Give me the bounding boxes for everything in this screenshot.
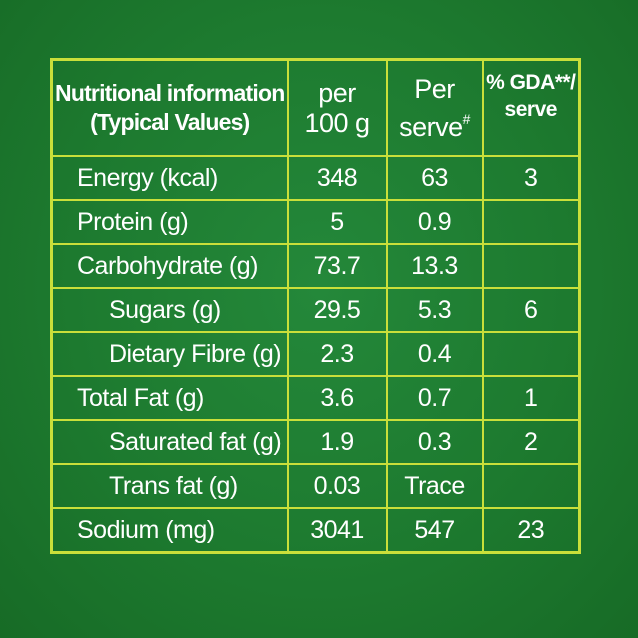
per-serve-value: 0.9	[385, 199, 484, 245]
table-row: Protein (g) 5 0.9	[50, 199, 581, 245]
table-row: Saturated fat (g) 1.9 0.3 2	[50, 419, 581, 465]
per-100g-header-line2: 100 g	[304, 108, 370, 138]
table-row: Energy (kcal) 348 63 3	[50, 155, 581, 201]
per-serve-value: 0.3	[385, 419, 484, 465]
per-serve-value: 547	[385, 507, 484, 554]
per-serve-value: Trace	[385, 463, 484, 509]
nutrient-label: Energy (kcal)	[50, 155, 289, 201]
per-100g-header-line1: per	[318, 78, 356, 108]
footnote-mark: #	[462, 111, 471, 127]
nutrient-label: Sodium (mg)	[50, 507, 289, 554]
per-100g-value: 2.3	[286, 331, 388, 377]
gda-value: 6	[481, 287, 581, 333]
per-serve-column-header: Per serve#	[385, 58, 484, 157]
per-serve-value: 0.7	[385, 375, 484, 421]
nutrient-label: Protein (g)	[50, 199, 289, 245]
per-100g-value: 0.03	[286, 463, 388, 509]
gda-value: 3	[481, 155, 581, 201]
nutrient-label: Saturated fat (g)	[50, 419, 289, 465]
gda-value	[481, 463, 581, 509]
nutrient-header-line1: Nutritional information	[55, 80, 285, 106]
nutrition-table: Nutritional information (Typical Values)…	[50, 58, 581, 554]
nutrient-label: Sugars (g)	[50, 287, 289, 333]
per-100g-value: 3.6	[286, 375, 388, 421]
per-serve-value: 63	[385, 155, 484, 201]
per-100g-value: 73.7	[286, 243, 388, 289]
gda-value: 23	[481, 507, 581, 554]
per-100g-value: 29.5	[286, 287, 388, 333]
gda-value	[481, 199, 581, 245]
per-serve-value: 5.3	[385, 287, 484, 333]
table-row: Dietary Fibre (g) 2.3 0.4	[50, 331, 581, 377]
nutrient-label: Trans fat (g)	[50, 463, 289, 509]
table-row: Carbohydrate (g) 73.7 13.3	[50, 243, 581, 289]
nutrient-label: Carbohydrate (g)	[50, 243, 289, 289]
table-row: Sugars (g) 29.5 5.3 6	[50, 287, 581, 333]
gda-value	[481, 243, 581, 289]
per-serve-header-word: serve	[399, 112, 463, 142]
gda-header-line1: % GDA**/	[486, 71, 576, 94]
nutrient-header-line2: (Typical Values)	[90, 109, 250, 135]
per-serve-value: 0.4	[385, 331, 484, 377]
gda-value: 1	[481, 375, 581, 421]
table-row: Sodium (mg) 3041 547 23	[50, 507, 581, 554]
per-serve-header-line1: Per	[414, 74, 455, 104]
gda-column-header: % GDA**/ serve	[481, 58, 581, 157]
per-100g-column-header: per 100 g	[286, 58, 388, 157]
per-serve-value: 13.3	[385, 243, 484, 289]
table-row: Total Fat (g) 3.6 0.7 1	[50, 375, 581, 421]
per-100g-value: 3041	[286, 507, 388, 554]
gda-value	[481, 331, 581, 377]
gda-value: 2	[481, 419, 581, 465]
header-row: Nutritional information (Typical Values)…	[50, 58, 581, 157]
gda-header-line2: serve	[504, 98, 558, 121]
per-100g-value: 5	[286, 199, 388, 245]
per-100g-value: 1.9	[286, 419, 388, 465]
per-100g-value: 348	[286, 155, 388, 201]
table-row: Trans fat (g) 0.03 Trace	[50, 463, 581, 509]
nutrient-column-header: Nutritional information (Typical Values)	[50, 58, 289, 157]
per-serve-header-line2: serve#	[388, 104, 482, 142]
nutrient-label: Total Fat (g)	[50, 375, 289, 421]
nutrient-label: Dietary Fibre (g)	[50, 331, 289, 377]
